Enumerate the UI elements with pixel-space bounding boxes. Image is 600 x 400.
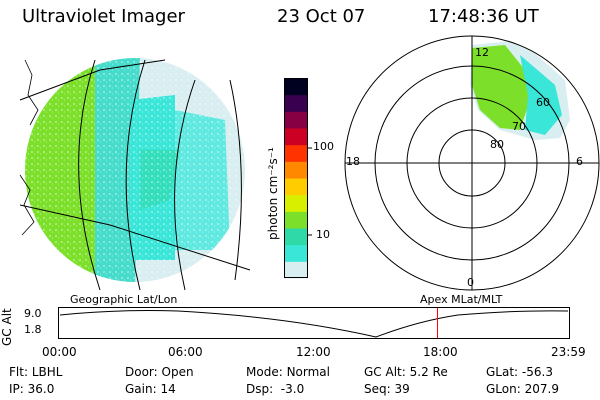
colorbar-segment (284, 244, 308, 262)
colorbar-segment (284, 144, 308, 162)
mlt-label-12: 12 (475, 46, 489, 59)
colorbar-segment (284, 228, 308, 246)
color-scale-bar (284, 78, 312, 279)
time-label: 17:48:36 UT (428, 6, 539, 27)
mlat-label-80: 80 (490, 138, 504, 151)
timeline-ytick-bottom: 1.8 (24, 323, 42, 336)
colorbar-segment (284, 94, 308, 112)
colorbar-segment (284, 161, 308, 179)
status-flt: Flt: LBHL (9, 365, 63, 379)
status-glon: GLon: 207.9 (486, 382, 559, 396)
mlat-label-70: 70 (512, 120, 526, 133)
colorbar-tick-10: 10 (316, 228, 330, 241)
timeline-xtick-0000: 00:00 (42, 345, 77, 359)
colorbar-segment (284, 78, 308, 96)
mlt-label-6: 6 (576, 155, 583, 168)
timeline-ylabel: GC Alt (0, 308, 14, 346)
timeline-xtick-1800: 18:00 (423, 345, 458, 359)
colorbar-segment (284, 194, 308, 212)
mlt-label-18: 18 (346, 155, 360, 168)
timeline-xtick-1200: 12:00 (296, 345, 331, 359)
mlt-label-0: 0 (467, 276, 474, 289)
status-gc-alt: GC Alt: 5.2 Re (364, 365, 448, 379)
status-door: Door: Open (125, 365, 194, 379)
status-glat: GLat: -56.3 (486, 365, 553, 379)
timeline-xtick-0600: 06:00 (168, 345, 203, 359)
status-dsp: Dsp: -3.0 (246, 382, 305, 396)
colorbar-tick-100: 100 (313, 140, 334, 153)
geographic-label: Geographic Lat/Lon (70, 293, 178, 306)
status-gain: Gain: 14 (125, 382, 176, 396)
apex-label: Apex MLat/MLT (420, 293, 503, 306)
altitude-timeline (58, 307, 570, 339)
status-ip: IP: 36.0 (9, 382, 55, 396)
colorbar-segment (284, 211, 308, 229)
timeline-ytick-top: 9.0 (24, 307, 42, 320)
colorbar-segment (284, 128, 308, 146)
colorbar-segment (284, 111, 308, 129)
mlat-label-60: 60 (536, 96, 550, 109)
colorbar-segment (284, 261, 308, 279)
colorbar-segment (284, 178, 308, 196)
timeline-xtick-2359: 23:59 (551, 345, 586, 359)
status-seq: Seq: 39 (364, 382, 410, 396)
instrument-title: Ultraviolet Imager (22, 6, 185, 27)
date-label: 23 Oct 07 (277, 6, 366, 27)
status-mode: Mode: Normal (246, 365, 330, 379)
